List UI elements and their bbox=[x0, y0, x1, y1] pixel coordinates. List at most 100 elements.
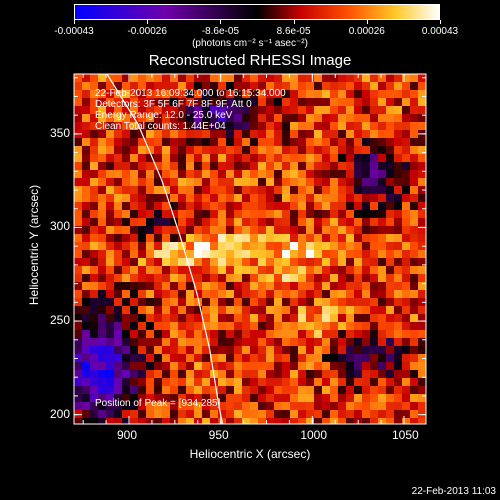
heatmap-cell bbox=[394, 266, 402, 274]
heatmap-cell bbox=[354, 82, 362, 90]
heatmap-cell bbox=[322, 330, 330, 338]
heatmap-cell bbox=[202, 202, 210, 210]
heatmap-cell bbox=[242, 114, 250, 122]
heatmap-cell bbox=[98, 322, 106, 330]
heatmap-cell bbox=[202, 74, 210, 82]
heatmap-cell bbox=[122, 242, 130, 250]
heatmap-cell bbox=[186, 290, 194, 298]
heatmap-cell bbox=[218, 290, 226, 298]
heatmap-cell bbox=[378, 338, 386, 346]
heatmap-cell bbox=[386, 90, 394, 98]
heatmap-cell bbox=[146, 314, 154, 322]
heatmap-cell bbox=[274, 218, 282, 226]
heatmap-cell bbox=[74, 370, 82, 378]
heatmap-cell bbox=[138, 266, 146, 274]
heatmap-cell bbox=[226, 106, 234, 114]
heatmap-cell bbox=[354, 186, 362, 194]
heatmap-cell bbox=[338, 282, 346, 290]
heatmap-cell bbox=[242, 122, 250, 130]
heatmap-cell bbox=[370, 378, 378, 386]
heatmap-cell bbox=[290, 386, 298, 394]
heatmap-cell bbox=[402, 282, 410, 290]
heatmap-cell bbox=[354, 282, 362, 290]
heatmap-cell bbox=[138, 306, 146, 314]
heatmap-cell bbox=[290, 122, 298, 130]
heatmap-cell bbox=[266, 186, 274, 194]
heatmap-cell bbox=[266, 282, 274, 290]
heatmap-cell bbox=[106, 330, 114, 338]
heatmap-cell bbox=[106, 130, 114, 138]
heatmap-cell bbox=[386, 170, 394, 178]
heatmap-cell bbox=[410, 354, 418, 362]
heatmap-cell bbox=[74, 306, 82, 314]
heatmap-cell bbox=[106, 290, 114, 298]
heatmap-cell bbox=[330, 130, 338, 138]
heatmap-cell bbox=[314, 74, 322, 82]
heatmap-cell bbox=[354, 90, 362, 98]
heatmap-cell bbox=[330, 394, 338, 402]
heatmap-cell bbox=[330, 410, 338, 418]
heatmap-cell bbox=[234, 370, 242, 378]
heatmap-cell bbox=[386, 234, 394, 242]
heatmap-cell bbox=[82, 114, 90, 122]
heatmap-cell bbox=[234, 82, 242, 90]
heatmap-cell bbox=[106, 114, 114, 122]
heatmap-cell bbox=[114, 418, 122, 424]
heatmap-cell bbox=[170, 162, 178, 170]
heatmap-cell bbox=[370, 370, 378, 378]
heatmap-cell bbox=[90, 314, 98, 322]
heatmap-cell bbox=[226, 394, 234, 402]
heatmap-cell bbox=[410, 162, 418, 170]
heatmap-cell bbox=[322, 242, 330, 250]
heatmap-cell bbox=[338, 402, 346, 410]
heatmap-cell bbox=[82, 210, 90, 218]
heatmap-cell bbox=[202, 154, 210, 162]
heatmap-cell bbox=[130, 82, 138, 90]
heatmap-cell bbox=[82, 122, 90, 130]
heatmap-cell bbox=[226, 74, 234, 82]
heatmap-cell bbox=[378, 386, 386, 394]
heatmap-cell bbox=[154, 90, 162, 98]
heatmap-cell bbox=[138, 82, 146, 90]
heatmap-cell bbox=[402, 186, 410, 194]
heatmap-cell bbox=[130, 98, 138, 106]
heatmap-cell bbox=[322, 90, 330, 98]
heatmap-cell bbox=[130, 74, 138, 82]
heatmap-cell bbox=[178, 170, 186, 178]
heatmap-cell bbox=[210, 378, 218, 386]
heatmap-cell bbox=[122, 122, 130, 130]
heatmap-cell bbox=[330, 354, 338, 362]
heatmap-cell bbox=[394, 234, 402, 242]
heatmap-cell bbox=[338, 202, 346, 210]
heatmap-cell bbox=[138, 330, 146, 338]
heatmap-cell bbox=[226, 154, 234, 162]
heatmap-cell bbox=[306, 354, 314, 362]
heatmap-cell bbox=[122, 178, 130, 186]
heatmap-cell bbox=[266, 170, 274, 178]
heatmap-cell bbox=[354, 114, 362, 122]
heatmap-cell bbox=[82, 338, 90, 346]
heatmap-cell bbox=[82, 194, 90, 202]
heatmap-cell bbox=[394, 138, 402, 146]
heatmap-cell bbox=[346, 146, 354, 154]
heatmap-cell bbox=[98, 306, 106, 314]
heatmap-cell bbox=[114, 290, 122, 298]
heatmap-cell bbox=[410, 298, 418, 306]
heatmap-cell bbox=[370, 266, 378, 274]
heatmap-cell bbox=[178, 258, 186, 266]
heatmap-cell bbox=[250, 282, 258, 290]
heatmap-cell bbox=[122, 186, 130, 194]
heatmap-cell bbox=[402, 362, 410, 370]
heatmap-cell bbox=[178, 106, 186, 114]
heatmap-cell bbox=[138, 394, 146, 402]
heatmap-cell bbox=[162, 154, 170, 162]
heatmap-cell bbox=[186, 298, 194, 306]
heatmap-cell bbox=[418, 274, 426, 282]
heatmap-cell bbox=[162, 250, 170, 258]
heatmap-cell bbox=[418, 362, 426, 370]
heatmap-cell bbox=[386, 410, 394, 418]
heatmap-cell bbox=[274, 90, 282, 98]
heatmap-cell bbox=[138, 74, 146, 82]
heatmap-cell bbox=[306, 394, 314, 402]
heatmap-cell bbox=[338, 418, 346, 424]
